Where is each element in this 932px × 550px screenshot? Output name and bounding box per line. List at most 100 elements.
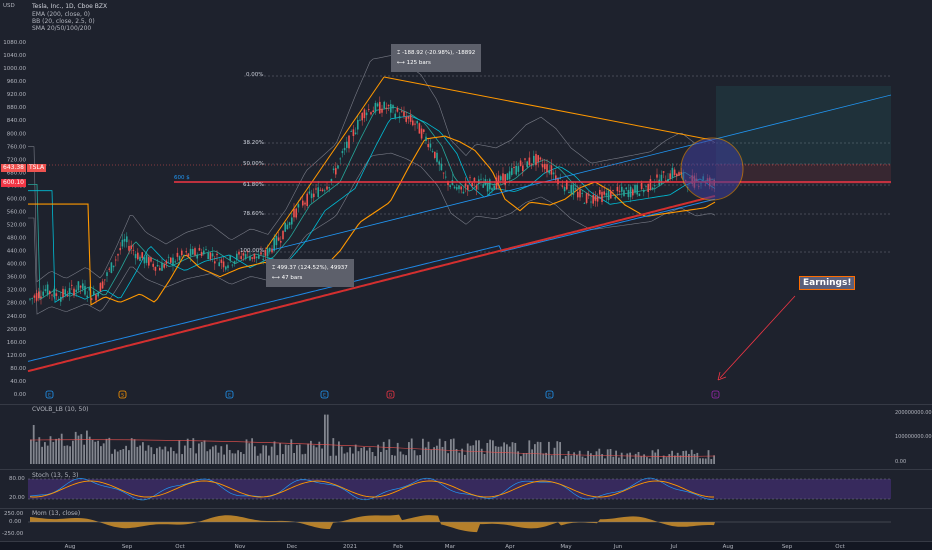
candle-body — [123, 238, 126, 242]
candle-body — [260, 252, 262, 255]
candle-body — [605, 193, 608, 196]
measure-tooltip-top[interactable]: ⌶ -188.92 (-20.98%), -18892 ⟷ 125 bars — [391, 44, 482, 72]
volume-bar — [620, 452, 623, 464]
candle-body — [429, 143, 432, 148]
volume-bar — [576, 454, 578, 464]
candle-body — [139, 256, 141, 262]
event-marker-label: E — [228, 393, 231, 399]
volume-bar — [704, 458, 707, 464]
volume-bar — [312, 445, 315, 464]
volume-bar — [142, 442, 144, 464]
candle-body — [251, 257, 253, 259]
candle-body — [449, 185, 451, 188]
candle-body — [594, 195, 597, 201]
pane-divider[interactable] — [0, 404, 932, 405]
volume-bar — [352, 453, 354, 464]
price-tick-label: 0.00 — [14, 392, 27, 398]
volume-bar — [531, 449, 533, 464]
candle-body — [225, 266, 227, 270]
candle-body — [647, 183, 649, 193]
candle-body — [502, 173, 504, 181]
symbol-title[interactable]: Tesla, Inc., 1D, Cboe BZX — [32, 3, 108, 10]
price-tick-label: 600.00 — [7, 196, 27, 202]
candle-body — [537, 155, 539, 162]
candle-body — [524, 158, 526, 160]
volume-bar — [629, 452, 631, 464]
price-tick-label: 840.00 — [7, 118, 27, 124]
momentum-title[interactable]: Mom (13, close) — [32, 510, 81, 517]
price-axis[interactable] — [0, 0, 28, 404]
candle-body — [513, 167, 515, 168]
candle-body — [599, 189, 601, 195]
volume-bar — [430, 449, 433, 464]
candle-body — [390, 104, 392, 113]
last-price-tag: 643.38 — [1, 164, 26, 172]
measure-tooltip-bottom[interactable]: ⌶ 499.37 (124.52%), 49937 ⟷ 47 bars — [266, 259, 354, 287]
indicator-sma[interactable]: SMA 20/50/100/200 — [32, 25, 92, 32]
candle-body — [392, 105, 394, 109]
candle-body — [522, 165, 524, 172]
indicator-bb[interactable]: BB (20, close, 2.5, 0) — [32, 18, 95, 25]
candle-body — [438, 161, 440, 165]
volume-bar — [265, 445, 267, 464]
candle-body — [381, 108, 383, 113]
volume-bar — [475, 440, 477, 464]
earnings-annotation[interactable]: Earnings! — [799, 276, 856, 290]
indicator-ema[interactable]: EMA (200, close, 0) — [32, 11, 91, 18]
pane-divider[interactable] — [0, 469, 932, 470]
earnings-circle — [680, 137, 744, 201]
volume-bar — [500, 446, 503, 464]
candle-body — [561, 185, 564, 187]
price-tick-label: 1000.00 — [3, 66, 26, 72]
candle-body — [662, 171, 665, 173]
candle-body — [295, 208, 297, 218]
fib-label-382: 38.20% — [243, 140, 264, 146]
stoch-title[interactable]: Stoch (13, 5, 3) — [32, 472, 79, 479]
arrow-line — [719, 295, 796, 379]
candle-body — [317, 187, 319, 198]
candle-body — [319, 189, 322, 191]
volume-average-line — [29, 439, 716, 457]
sma-50 — [28, 115, 716, 304]
volume-title[interactable]: CVOLB_LB (10, 50) — [32, 406, 89, 413]
candle-body — [343, 147, 346, 151]
pane-divider[interactable] — [0, 508, 932, 509]
trend-line — [383, 76, 713, 141]
candle-body — [361, 112, 363, 121]
stoch-pane[interactable] — [28, 470, 891, 508]
volume-bar — [237, 450, 239, 464]
ema-200 — [27, 195, 716, 373]
volume-bar — [452, 438, 455, 464]
volume-bar — [198, 443, 200, 464]
candle-body — [161, 262, 163, 271]
candle-body — [106, 272, 108, 276]
candle-body — [262, 258, 264, 260]
candle-body — [533, 155, 535, 163]
candle-body — [273, 238, 275, 251]
volume-bar — [259, 453, 262, 464]
time-axis-label: May — [560, 544, 572, 550]
candle-body — [288, 222, 291, 226]
volume-bar — [203, 440, 206, 464]
volume-bar — [114, 449, 116, 464]
candle-body — [304, 202, 306, 205]
price-tick-label: 440.00 — [7, 249, 27, 255]
volume-bar — [156, 448, 158, 464]
volume-bar — [69, 446, 71, 464]
candle-body — [566, 180, 568, 190]
volume-bar — [329, 455, 332, 464]
price-tick-label: 1080.00 — [3, 40, 26, 46]
candle-body — [407, 116, 410, 119]
volume-bar — [38, 437, 41, 464]
candle-body — [376, 103, 379, 107]
candle-body — [348, 135, 350, 149]
volume-bar — [212, 446, 214, 464]
candle-body — [541, 164, 544, 168]
volume-bar — [534, 444, 536, 464]
candle-body — [57, 299, 60, 301]
volume-bar — [368, 447, 371, 464]
volume-bar — [679, 455, 682, 464]
volume-bar — [130, 438, 133, 464]
volume-bar — [436, 445, 438, 464]
